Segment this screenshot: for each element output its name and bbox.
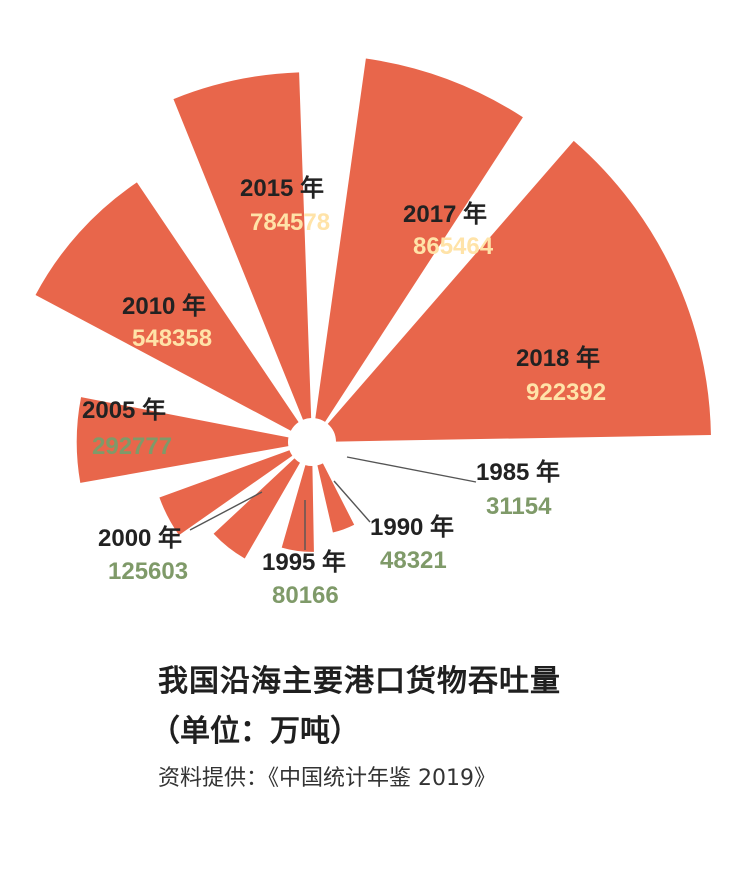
year-label-2000: 2000 年 — [98, 524, 182, 552]
bar-2010 — [35, 182, 299, 431]
year-label-1995: 1995 年 — [262, 548, 346, 576]
bar-2005 — [76, 397, 289, 483]
bar-2018 — [327, 140, 711, 442]
bar-1990 — [281, 465, 314, 552]
bar-1985 — [317, 463, 355, 533]
bar-1995 — [213, 458, 300, 559]
year-label-2017: 2017 年 — [403, 200, 487, 228]
value-label-1995: 80166 — [272, 582, 339, 609]
year-label-1990: 1990 年 — [370, 513, 454, 541]
leader-line-1985 — [346, 456, 477, 483]
value-label-2010: 548358 — [132, 325, 212, 352]
bar-2000 — [159, 450, 293, 536]
value-label-2000: 125603 — [108, 558, 188, 585]
source-note: 资料提供：《中国统计年鉴 2019》 — [158, 766, 496, 791]
chart-title: 我国沿海主要港口货物吞吐量 — [158, 664, 561, 699]
leader-line-1990 — [333, 480, 371, 523]
value-label-1985: 31154 — [486, 493, 552, 520]
chart-unit: （单位：万吨） — [150, 714, 360, 749]
leader-line-2000 — [189, 491, 263, 531]
value-label-1990: 48321 — [380, 547, 447, 574]
value-label-2005: 292777 — [92, 433, 172, 460]
year-label-2018: 2018 年 — [516, 344, 600, 372]
bar-2017 — [315, 58, 523, 422]
year-label-2005: 2005 年 — [82, 396, 166, 424]
year-label-2015: 2015 年 — [240, 174, 324, 202]
value-label-2018: 922392 — [526, 379, 606, 406]
bar-2015 — [173, 72, 312, 420]
value-label-2017: 865464 — [413, 233, 494, 260]
year-label-2010: 2010 年 — [122, 292, 206, 320]
year-label-1985: 1985 年 — [476, 458, 560, 486]
radial-bar-chart: 1985 年 31154 1990 年 48321 1995 年 80166 2000 年 1… — [35, 58, 711, 609]
value-label-2015: 784578 — [250, 209, 330, 236]
